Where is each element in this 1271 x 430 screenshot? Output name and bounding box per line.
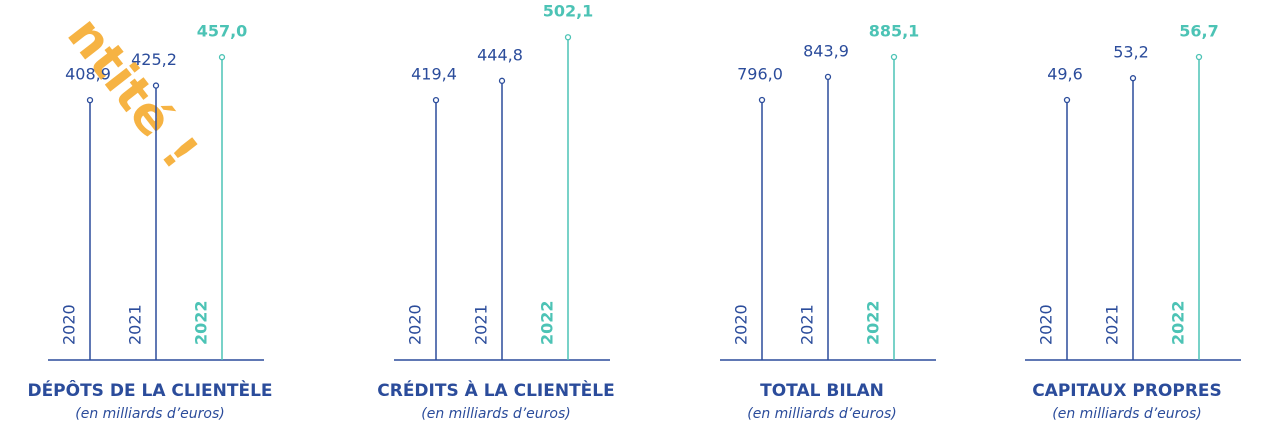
year-label: 2021	[1103, 304, 1122, 345]
year-label: 2022	[538, 300, 557, 345]
chart-subtitle: (en milliards d’euros)	[421, 406, 570, 422]
value-label: 408,9	[65, 65, 111, 84]
stem-dot	[1195, 53, 1203, 61]
chart-title: DÉPÔTS DE LA CLIENTÈLE	[27, 379, 272, 401]
stem-dot	[432, 97, 440, 104]
stem-dot	[1129, 75, 1137, 82]
year-label: 2022	[864, 300, 883, 345]
chart-title: TOTAL BILAN	[760, 381, 884, 401]
year-label: 2021	[126, 304, 145, 345]
watermark: ntité !	[56, 6, 209, 179]
year-label: 2022	[1169, 300, 1188, 345]
value-label: 843,9	[803, 41, 849, 60]
value-label: 53,2	[1113, 43, 1149, 62]
stem-dot	[824, 73, 832, 81]
stem-dot	[758, 96, 766, 104]
year-label: 2022	[192, 300, 211, 345]
chart-title: CAPITAUX PROPRES	[1032, 381, 1222, 401]
value-label: 796,0	[737, 65, 783, 84]
year-label: 2021	[798, 304, 817, 345]
value-label: 457,0	[197, 22, 248, 41]
chart-subtitle: (en milliards d’euros)	[747, 406, 896, 422]
year-label: 2020	[1037, 304, 1056, 345]
stem-dot	[218, 54, 226, 61]
value-label: 885,1	[869, 21, 920, 40]
year-label: 2021	[472, 304, 491, 345]
value-label: 56,7	[1179, 21, 1218, 40]
stem-dot	[564, 34, 572, 41]
stem-dot	[1063, 96, 1071, 104]
value-label: 444,8	[477, 45, 523, 64]
stem-dot	[498, 77, 506, 84]
stem-dot	[152, 82, 160, 89]
value-label: 502,1	[543, 2, 594, 21]
stem-dot	[86, 96, 94, 104]
year-label: 2020	[732, 304, 751, 345]
value-label: 49,6	[1047, 65, 1083, 84]
year-label: 2020	[406, 304, 425, 345]
chart-subtitle: (en milliards d’euros)	[1052, 406, 1201, 422]
chart-title: CRÉDITS À LA CLIENTÈLE	[377, 379, 615, 401]
chart-subtitle: (en milliards d’euros)	[75, 406, 224, 422]
year-label: 2020	[60, 304, 79, 345]
value-label: 419,4	[411, 65, 457, 84]
stem-dot	[890, 53, 898, 61]
value-label: 425,2	[131, 50, 177, 69]
